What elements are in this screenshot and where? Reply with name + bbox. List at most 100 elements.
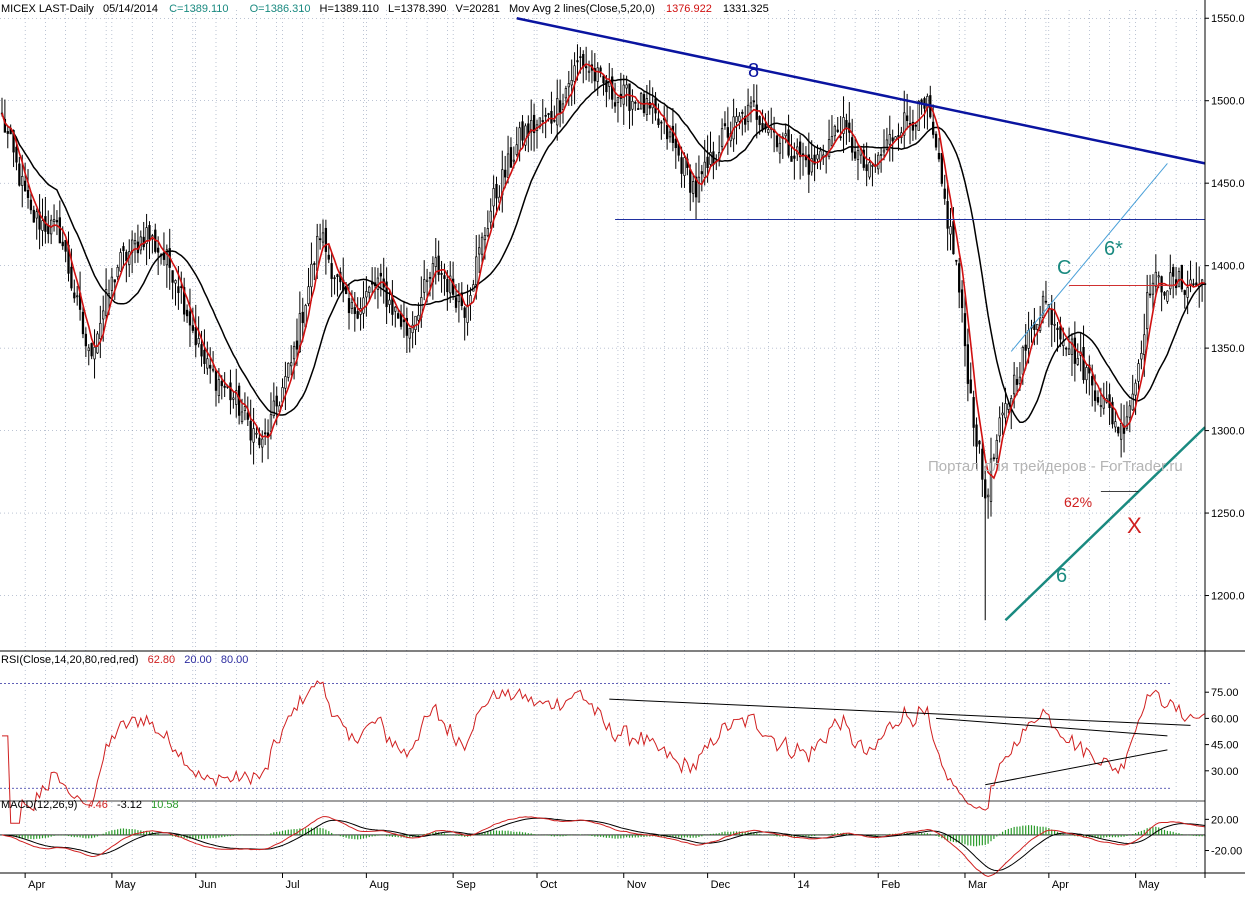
candle-116 — [336, 273, 339, 297]
rsi-header: RSI(Close,14,20,80,red,red) 62.80 20.00 … — [1, 654, 248, 666]
candle-60 — [174, 279, 177, 306]
candle-body-127 — [368, 286, 371, 293]
candle-body-40 — [116, 266, 119, 278]
candle-40 — [116, 264, 119, 280]
candle-124 — [359, 297, 362, 331]
candle-body-148 — [428, 277, 432, 279]
trendline-6-label: 6 — [1056, 565, 1067, 587]
candle-194 — [561, 93, 565, 124]
candle-body-307 — [888, 134, 891, 145]
candle-body-5 — [15, 146, 18, 163]
candle-body-239 — [692, 181, 695, 194]
candle-body-230 — [665, 124, 669, 140]
candle-260 — [752, 84, 756, 108]
header-date: 05/14/2014 — [103, 3, 158, 15]
candle-87 — [252, 407, 255, 465]
candle-body-256 — [741, 111, 744, 114]
candle-113 — [327, 244, 330, 264]
trendline-8 — [516, 17, 1206, 165]
candle-375 — [1085, 363, 1088, 394]
candle-body-59 — [171, 270, 174, 283]
candle-361 — [1044, 280, 1048, 305]
candle-body-339 — [981, 448, 984, 480]
candle-406 — [1174, 266, 1178, 296]
candle-374 — [1082, 325, 1085, 384]
candle-body-338 — [978, 440, 981, 445]
candle-body-32 — [93, 346, 96, 360]
candle-221 — [639, 91, 643, 110]
header-ma-slow: 1331.325 — [723, 3, 769, 15]
candle-body-99 — [287, 362, 290, 378]
candle-body-199 — [576, 60, 579, 63]
candle-body-11 — [32, 209, 35, 223]
candle-body-314 — [908, 123, 912, 125]
candle-body-160 — [463, 307, 466, 318]
candle-body-122 — [353, 307, 356, 314]
candle-body-14 — [41, 220, 44, 231]
candle-body-276 — [798, 141, 802, 158]
candle-338 — [978, 440, 981, 454]
candle-349 — [1010, 395, 1013, 430]
candle-body-133 — [385, 281, 388, 308]
candle-body-340 — [984, 479, 987, 499]
month-label-10: Feb — [881, 879, 900, 891]
candle-body-385 — [1114, 421, 1117, 428]
candle-body-142 — [411, 324, 414, 334]
candle-body-399 — [1154, 271, 1157, 287]
candle-body-258 — [746, 104, 750, 122]
candle-174 — [504, 155, 507, 189]
candle-293 — [848, 101, 851, 143]
candle-body-243 — [703, 161, 706, 178]
candle-body-110 — [318, 238, 322, 241]
candle-390 — [1128, 400, 1131, 433]
candle-body-137 — [397, 313, 400, 319]
candle-body-54 — [157, 247, 160, 253]
candle-body-316 — [914, 124, 917, 127]
candle-2 — [6, 126, 9, 149]
candle-108 — [313, 261, 316, 281]
wave-c-label: C — [1057, 257, 1071, 279]
candle-34 — [99, 305, 102, 359]
candle-36 — [104, 268, 108, 321]
candle-body-398 — [1151, 282, 1155, 295]
candle-body-371 — [1073, 337, 1077, 364]
candle-body-10 — [29, 199, 33, 211]
candle-body-221 — [639, 93, 643, 110]
candle-100 — [290, 345, 293, 376]
candle-body-328 — [949, 226, 952, 235]
candle-184 — [532, 103, 536, 152]
rsi-line — [2, 680, 1206, 824]
candle-239 — [692, 173, 695, 203]
candle-body-379 — [1096, 397, 1100, 403]
candle-31 — [90, 342, 93, 360]
candle-body-50 — [145, 227, 148, 244]
candle-body-101 — [292, 345, 296, 360]
candle-body-265 — [767, 129, 770, 133]
candle-body-198 — [573, 65, 576, 82]
candle-9 — [26, 169, 30, 209]
candle-body-139 — [402, 319, 406, 323]
price-tick-label-1: 1500.00 — [1211, 96, 1245, 108]
candle-397 — [1148, 274, 1152, 299]
price-tick-label-3: 1400.00 — [1211, 261, 1245, 273]
candle-body-2 — [6, 131, 9, 134]
candle-body-342 — [989, 458, 993, 502]
candle-315 — [911, 109, 915, 141]
candle-body-143 — [414, 315, 417, 331]
candle-body-261 — [755, 104, 758, 120]
macd-signal: -3.12 — [117, 799, 142, 811]
candle-body-21 — [61, 241, 64, 247]
candle-body-326 — [943, 188, 946, 199]
candle-body-336 — [972, 397, 975, 428]
price-tick-label-4: 1350.00 — [1211, 343, 1245, 355]
candle-body-206 — [596, 67, 599, 82]
candle-316 — [914, 123, 917, 140]
candle-110 — [318, 223, 322, 250]
candle-368 — [1065, 346, 1068, 357]
candle-body-372 — [1076, 358, 1079, 365]
candle-body-223 — [645, 98, 649, 115]
candle-14 — [41, 198, 44, 247]
candle-10 — [29, 192, 33, 215]
candle-38 — [110, 267, 114, 298]
candle-70 — [203, 329, 206, 374]
